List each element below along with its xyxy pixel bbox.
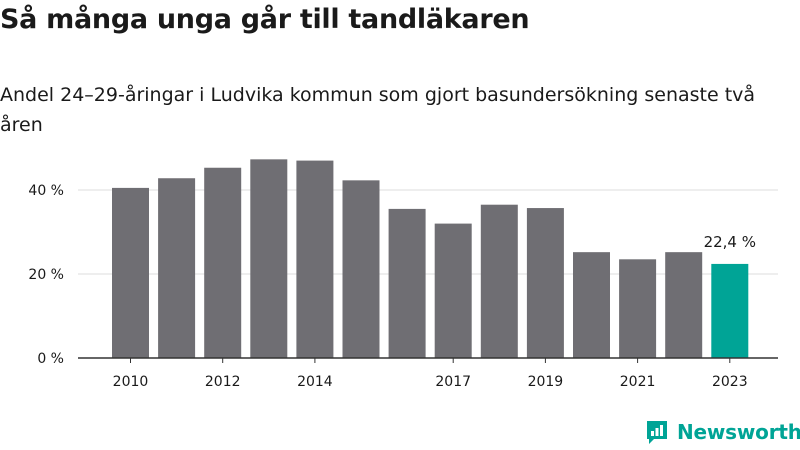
bar	[296, 160, 334, 358]
bar	[158, 178, 196, 358]
y-tick-label: 40 %	[28, 183, 64, 199]
bar	[573, 252, 610, 358]
x-tick-label: 2021	[620, 374, 656, 390]
bar	[388, 208, 426, 358]
bar	[342, 180, 380, 358]
x-tick-label: 2010	[113, 374, 149, 390]
highlight-data-label: 22,4 %	[704, 233, 756, 251]
bar	[434, 223, 472, 358]
bar	[619, 259, 657, 358]
newsworthy-logo-icon	[647, 421, 667, 444]
brand-logo: Newsworthy	[645, 419, 800, 445]
chart-subtitle: Andel 24–29-åringar i Ludvika kommun som…	[0, 84, 756, 136]
x-tick-label: 2012	[205, 374, 241, 390]
bar	[204, 167, 242, 358]
bar	[480, 204, 518, 358]
x-tick-label: 2017	[435, 374, 471, 390]
bar	[250, 159, 288, 358]
brand-name: Newsworthy	[677, 420, 800, 444]
x-tick-label: 2014	[297, 374, 333, 390]
bar	[112, 187, 149, 358]
x-tick-label: 2019	[528, 374, 564, 390]
bar	[665, 252, 703, 358]
x-tick-label: 2023	[712, 374, 748, 390]
chart-title: Så många unga går till tandläkaren	[0, 4, 530, 35]
bar	[526, 208, 564, 358]
y-tick-label: 0 %	[37, 351, 64, 367]
y-tick-label: 20 %	[28, 267, 64, 283]
bar-highlight	[711, 263, 749, 358]
